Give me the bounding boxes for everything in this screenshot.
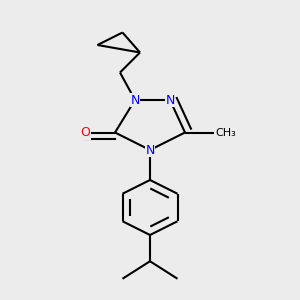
Text: N: N [130,94,140,106]
Text: N: N [145,143,155,157]
Text: O: O [80,126,90,139]
Text: N: N [165,94,175,106]
Text: CH₃: CH₃ [215,128,236,137]
